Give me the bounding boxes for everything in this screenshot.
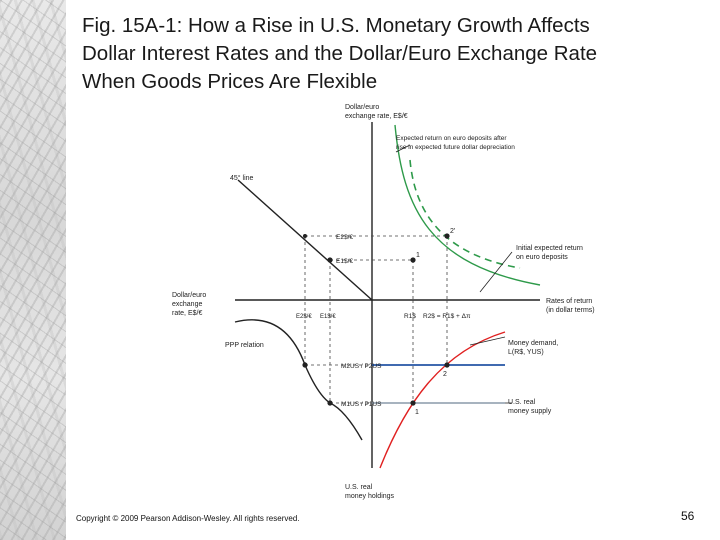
leader-expected-after [395, 144, 411, 153]
line-45-degree [237, 179, 373, 301]
page-number: 56 [681, 509, 695, 523]
equilibrium-points [302, 233, 450, 406]
tick-e1: E1$/€ [336, 258, 353, 265]
point-1-bottom [410, 400, 416, 406]
leader-initial-expected [479, 251, 513, 293]
point-ppp-1 [327, 400, 333, 406]
point-ppp-2 [302, 362, 308, 368]
point-1-top [410, 257, 416, 263]
leader-money-demand [469, 336, 506, 346]
axis-left-label-1: Dollar/euro [172, 292, 206, 299]
axis-right-label-2: (in dollar terms) [546, 307, 595, 314]
title-line-3: When Goods Prices Are Flexible [82, 70, 378, 93]
ppp-curve [234, 319, 363, 441]
tick-e2: E2$/€ [336, 234, 353, 241]
ppp-label: PPP relation [225, 342, 264, 349]
point-label-1-bottom: 1 [415, 409, 419, 416]
expected-return-after-curve [409, 159, 521, 269]
tick-m2: M2US / P2US [341, 363, 382, 370]
tick-r1: R1$ [404, 313, 416, 320]
axis-top-label-2: exchange rate, E$/€ [345, 113, 408, 120]
tick-m1: M1US / P1US [341, 401, 382, 408]
point-2-bottom [444, 362, 450, 368]
expected-after-label-2: rise in expected future dollar depreciat… [396, 144, 515, 151]
axis-top-label-1: Dollar/euro [345, 104, 379, 111]
point-45-2 [303, 234, 307, 238]
point-2-prime [444, 233, 450, 239]
axis-bottom-label-2: money holdings [345, 493, 395, 500]
money-supply-label-1: U.S. real [508, 399, 536, 406]
initial-expected-label-2: on euro deposits [516, 254, 568, 261]
tick-e1-horizontal: E1$/€ [320, 314, 336, 320]
money-demand-label-1: Money demand, [508, 340, 558, 347]
point-label-1-top: 1 [416, 252, 420, 259]
money-demand-label-2: L(R$, YUS) [508, 349, 544, 356]
marble-side-decoration [0, 0, 66, 540]
expected-after-label-1: Expected return on euro deposits after [396, 135, 507, 142]
initial-expected-label-1: Initial expected return [516, 245, 583, 252]
point-45-1 [327, 257, 333, 263]
slide-title: Fig. 15A-1: How a Rise in U.S. Monetary … [82, 12, 712, 96]
axis-left-label-3: rate, E$/€ [172, 310, 202, 317]
title-line-1: Fig. 15A-1: How a Rise in U.S. Monetary … [82, 14, 590, 37]
initial-expected-return-curve [394, 124, 541, 286]
line-45-label: 45° line [230, 174, 254, 182]
money-supply-label-2: money supply [508, 408, 552, 415]
guide-lines [304, 235, 448, 404]
axis-right-label-1: Rates of return [546, 298, 592, 305]
axis-bottom-label-1: U.S. real [345, 484, 373, 491]
money-demand-curve [379, 331, 506, 469]
axis-left-label-2: exchange [172, 301, 202, 308]
tick-e2-horizontal: E2$/€ [296, 314, 312, 320]
point-label-2-bottom: 2 [443, 371, 447, 378]
copyright-notice: Copyright © 2009 Pearson Addison-Wesley.… [76, 514, 300, 523]
tick-r2: R2$ = R1$ + Δπ [423, 313, 471, 320]
title-line-2: Dollar Interest Rates and the Dollar/Eur… [82, 42, 598, 65]
point-label-2-prime: 2' [450, 228, 455, 235]
